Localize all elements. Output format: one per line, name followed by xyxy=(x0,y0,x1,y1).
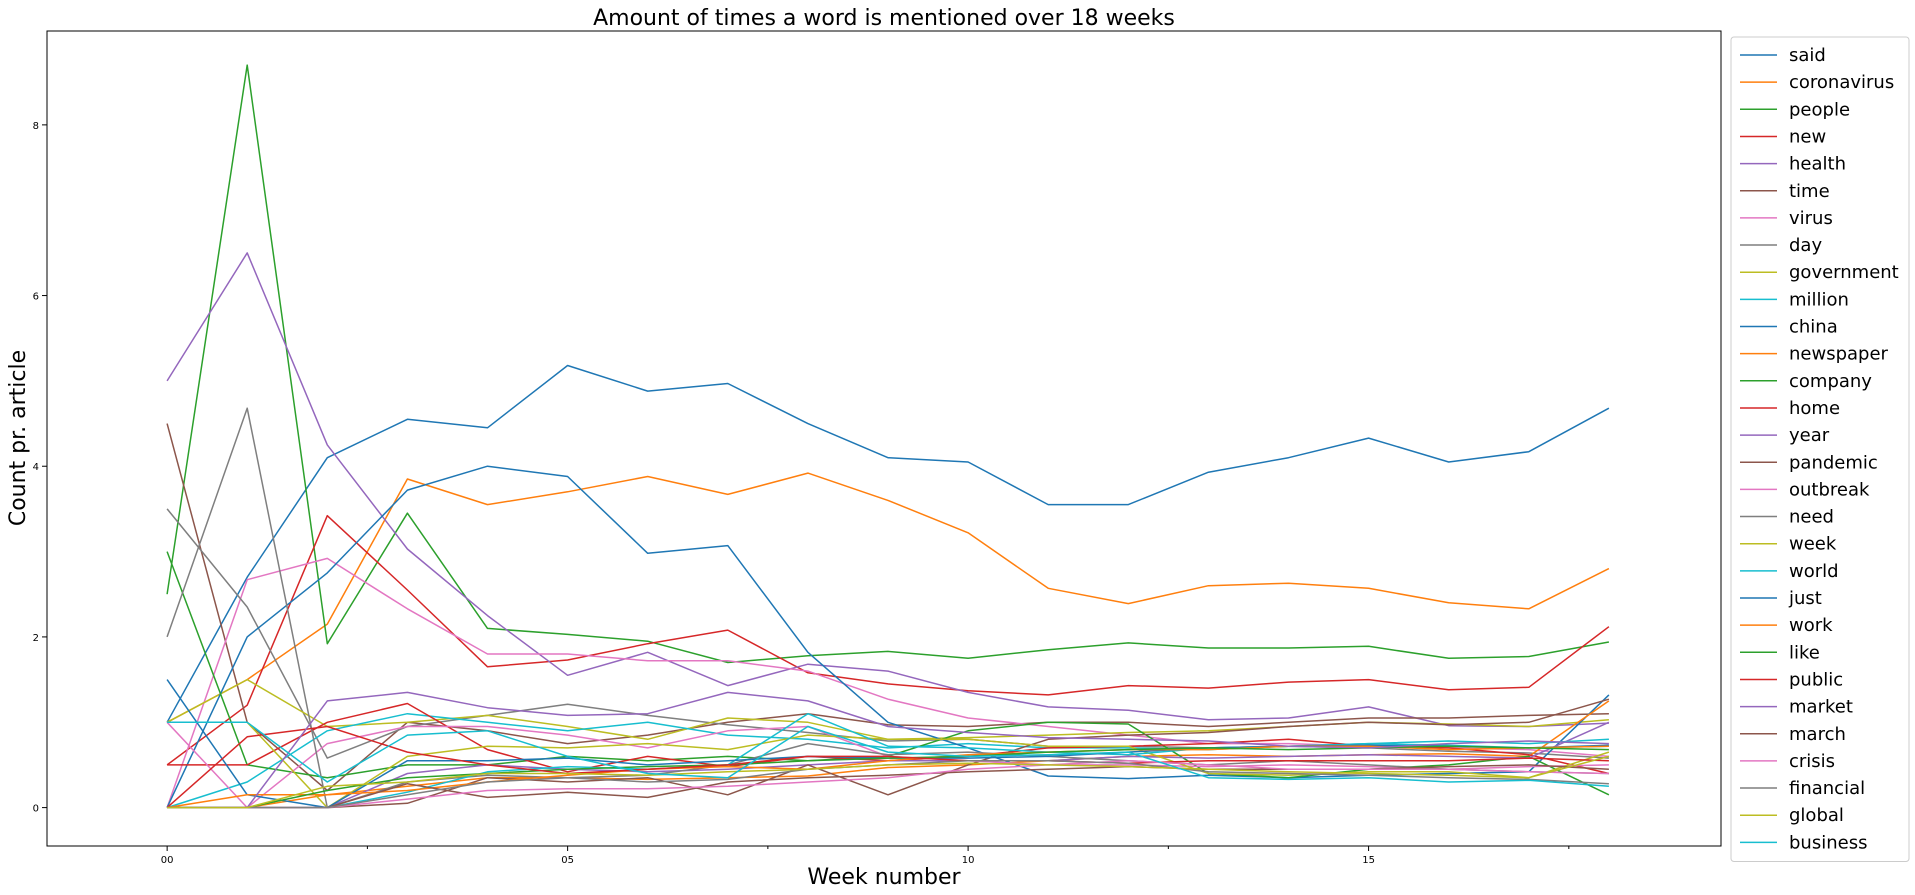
series-line-health xyxy=(166,252,1609,728)
legend-label-china: china xyxy=(1789,317,1838,338)
legend-label-health: health xyxy=(1789,154,1846,175)
legend-label-pandemic: pandemic xyxy=(1789,452,1878,473)
legend: said coronavirus people new health time virus d… xyxy=(1730,36,1910,862)
x-tick-label: 00 xyxy=(161,855,174,866)
legend-label-newspaper: newspaper xyxy=(1789,344,1889,365)
chart-title: Amount of times a word is mentioned over… xyxy=(593,6,1175,31)
legend-label-said: said xyxy=(1789,45,1826,66)
series-line-new xyxy=(166,514,1610,766)
legend-label-outbreak: outbreak xyxy=(1789,479,1870,500)
legend-label-government: government xyxy=(1789,262,1899,283)
series-line-work xyxy=(166,745,1609,809)
legend-label-company: company xyxy=(1789,371,1872,392)
y-tick-label: 6 xyxy=(33,292,39,303)
y-tick-label: 2 xyxy=(33,633,39,644)
plot-area: 00 05 10 15 0 2 4 6 8 xyxy=(33,30,1722,866)
series-line-business xyxy=(167,721,1609,788)
series-line-crisis xyxy=(167,759,1609,809)
series-line-public xyxy=(166,725,1609,809)
legend-label-financial: financial xyxy=(1789,778,1865,799)
series-line-market xyxy=(167,691,1609,809)
legend-label-business: business xyxy=(1789,832,1867,853)
x-axis-label: Week number xyxy=(807,865,961,890)
legend-label-day: day xyxy=(1789,235,1822,256)
x-tick-label: 10 xyxy=(962,855,975,866)
legend-label-time: time xyxy=(1789,181,1830,202)
series-line-pandemic xyxy=(167,698,1610,809)
y-axis-label: Count pr. article xyxy=(6,350,31,526)
legend-label-need: need xyxy=(1789,507,1834,528)
series-line-world xyxy=(167,712,1609,809)
y-tick-label: 0 xyxy=(33,804,39,815)
legend-label-year: year xyxy=(1789,425,1830,446)
legend-label-million: million xyxy=(1789,289,1849,310)
legend-box xyxy=(1730,36,1910,862)
legend-label-global: global xyxy=(1789,805,1844,826)
legend-label-home: home xyxy=(1789,398,1840,419)
y-tick-label: 4 xyxy=(33,462,39,473)
x-tick-label: 05 xyxy=(561,855,574,866)
series-line-people xyxy=(166,64,1610,664)
legend-label-virus: virus xyxy=(1789,208,1833,229)
legend-label-world: world xyxy=(1789,561,1839,582)
series-line-coronavirus xyxy=(166,472,1610,723)
series-line-said xyxy=(166,364,1610,723)
legend-label-work: work xyxy=(1789,615,1833,636)
legend-label-people: people xyxy=(1789,99,1850,120)
legend-label-crisis: crisis xyxy=(1789,751,1835,772)
legend-label-week: week xyxy=(1789,534,1837,555)
legend-label-new: new xyxy=(1789,126,1826,147)
legend-label-coronavirus: coronavirus xyxy=(1789,72,1894,93)
x-tick-label: 15 xyxy=(1362,855,1375,866)
axes-frame xyxy=(46,30,1722,847)
series-line-week xyxy=(167,721,1610,809)
legend-label-like: like xyxy=(1789,642,1820,663)
legend-label-march: march xyxy=(1789,724,1846,745)
legend-label-just: just xyxy=(1788,588,1822,609)
series-line-global xyxy=(167,755,1610,809)
y-tick-label: 8 xyxy=(33,121,39,132)
legend-label-market: market xyxy=(1789,697,1853,718)
legend-label-public: public xyxy=(1789,669,1843,690)
